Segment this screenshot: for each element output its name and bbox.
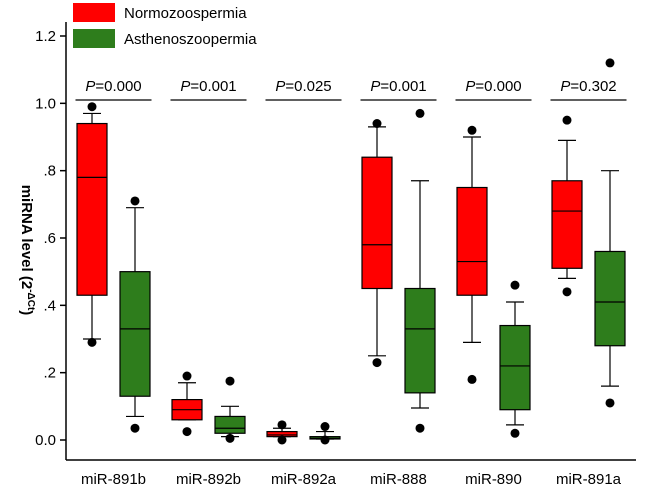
p-number: 0.000 [484,78,522,95]
outlier-point [510,428,520,438]
p-number: 0.302 [579,78,617,95]
p-symbol: P [275,78,285,95]
outlier-point [605,58,615,68]
p-equals: = [285,78,294,95]
outlier-point [87,102,97,112]
p-equals: = [190,78,199,95]
outlier-point [372,358,382,368]
legend-swatch-1 [73,29,115,48]
p-symbol: P [560,78,570,95]
p-value-miR-891b: P=0.000 [85,78,141,95]
box-miR-892b-0 [171,371,203,437]
y-axis-title-text: miRNA level (2-ΔCt) [18,185,36,316]
box-miR-888-0 [361,119,393,368]
p-equals: = [95,78,104,95]
box-body [594,250,626,347]
box-body [76,122,108,296]
p-number: 0.000 [104,78,142,95]
box-body [119,271,151,397]
p-equals: = [475,78,484,95]
box-miR-892a-1 [309,422,341,445]
legend-label-1: Asthenoszoopermia [124,31,257,48]
box-miR-890-1 [499,280,531,438]
y-tick-label: 0.0 [35,432,56,449]
x-category-miR-890: miR-890 [465,471,522,488]
boxes [76,58,626,445]
y-tick-label: .8 [43,163,56,180]
p-value-miR-891a: P=0.302 [560,78,616,95]
box-miR-892a-0 [266,420,298,445]
outlier-point [605,398,615,408]
x-category-miR-891b: miR-891b [81,471,146,488]
outlier-point [225,433,235,443]
outlier-point [182,371,192,381]
p-equals: = [380,78,389,95]
outlier-point [372,119,382,129]
outlier-point [415,108,425,118]
legend-label-0: Normozoospermia [124,5,247,22]
outlier-point [182,427,192,437]
box-miR-892b-1 [214,376,246,443]
y-axis-title-superscript: -ΔCt [25,289,36,311]
outlier-point [562,287,572,297]
p-value-miR-892a: P=0.025 [275,78,331,95]
legend-swatch-0 [73,3,115,22]
outlier-point [510,280,520,290]
outlier-point [277,420,287,430]
box-body [456,186,488,296]
y-tick-label: 1.0 [35,95,56,112]
p-value-miR-888: P=0.001 [370,78,426,95]
x-category-miR-888: miR-888 [370,471,427,488]
outlier-point [562,115,572,125]
p-symbol: P [180,78,190,95]
legend: Normozoospermia Asthenoszoopermia [73,3,257,48]
y-tick-label: .6 [43,230,56,247]
p-symbol: P [370,78,380,95]
p-symbol: P [465,78,475,95]
p-symbol: P [85,78,95,95]
x-category-miR-892b: miR-892b [176,471,241,488]
box-miR-891b-0 [76,102,108,347]
y-axis-title-close: ) [18,310,35,315]
outlier-point [87,337,97,347]
p-number: 0.001 [199,78,237,95]
outlier-point [467,125,477,135]
box-body [404,287,436,394]
x-category-miR-892a: miR-892a [271,471,337,488]
y-tick-label: .2 [43,365,56,382]
outlier-point [130,196,140,206]
p-equals: = [570,78,579,95]
box-body [551,180,583,269]
p-number: 0.001 [389,78,427,95]
box-miR-891a-0 [551,115,583,297]
box-miR-891a-1 [594,58,626,408]
axes [65,22,636,461]
box-miR-888-1 [404,108,436,433]
box-miR-891b-1 [119,196,151,433]
outlier-point [320,422,330,432]
p-value-miR-892b: P=0.001 [180,78,236,95]
box-body [214,415,246,434]
y-tick-label: .4 [43,297,56,314]
box-miR-890-0 [456,125,488,384]
x-axis-categories: miR-891b miR-892b miR-892a miR-888 miR-890 mi… [81,471,622,488]
outlier-point [130,423,140,433]
y-tick-label: 1.2 [35,28,56,45]
x-category-miR-891a: miR-891a [556,471,622,488]
y-axis-title-main: miRNA level (2 [18,185,35,289]
outlier-point [415,423,425,433]
outlier-point [225,376,235,386]
y-axis-ticks: 0.0 .2 .4 .6 .8 1.0 1.2 [35,28,66,449]
p-value-annotations: P=0.000 P=0.001 P=0.025 P=0.001 P=0.000 P=0.3… [75,78,627,101]
y-axis-title: miRNA level (2-ΔCt) [18,185,36,316]
box-body [499,324,531,411]
p-value-miR-890: P=0.000 [465,78,521,95]
box-body [361,156,393,290]
outlier-point [467,374,477,384]
outlier-point [320,435,330,445]
outlier-point [277,435,287,445]
p-number: 0.025 [294,78,332,95]
